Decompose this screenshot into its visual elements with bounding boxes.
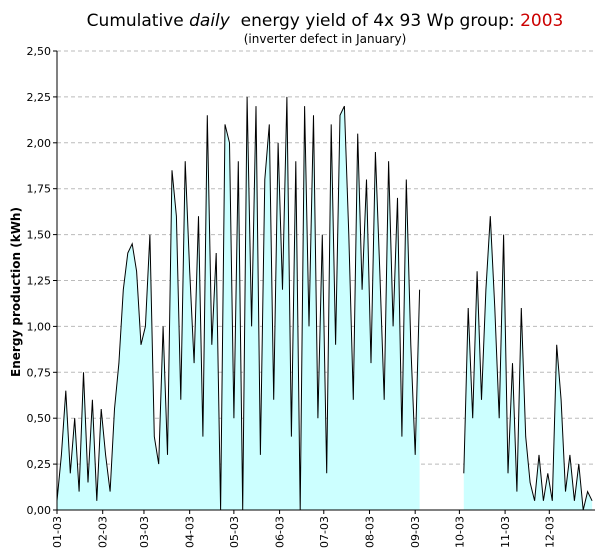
x-tick-label: 11-03	[499, 516, 512, 548]
x-tick-label: 07-03	[318, 516, 331, 548]
area	[463, 216, 593, 510]
y-tick-label: 2,25	[27, 91, 52, 104]
x-tick-label: 03-03	[138, 516, 151, 548]
title-part: 2003	[520, 11, 563, 31]
x-tick-label: 06-03	[274, 516, 287, 548]
chart-title: Cumulative daily energy yield of 4x 93 W…	[87, 11, 564, 31]
title-part: daily	[189, 11, 231, 31]
line	[56, 96, 421, 511]
y-tick-label: 0,50	[27, 412, 52, 425]
area	[57, 96, 420, 511]
chart-subtitle: (inverter defect in January)	[244, 32, 407, 46]
y-tick-label: 1,25	[27, 275, 52, 288]
x-tick-label: 01-03	[51, 516, 64, 548]
x-tick-label: 10-03	[453, 516, 466, 548]
x-tick-label: 04-03	[184, 516, 197, 548]
y-tick-label: 0,00	[27, 504, 52, 517]
y-tick-label: 2,00	[27, 137, 52, 150]
x-tick-label: 05-03	[228, 516, 241, 548]
x-tick-label: 09-03	[409, 516, 422, 548]
y-tick-label: 1,75	[27, 183, 52, 196]
y-tick-label: 2,50	[27, 45, 52, 58]
y-tick-label: 0,75	[27, 366, 52, 379]
y-axis-label: Energy production (kWh)	[9, 207, 23, 377]
y-tick-label: 1,50	[27, 229, 52, 242]
line	[463, 216, 593, 511]
x-tick-label: 02-03	[97, 516, 110, 548]
x-tick-label: 12-03	[543, 516, 556, 548]
y-tick-label: 0,25	[27, 458, 52, 471]
title-part: energy yield of 4x 93 Wp group:	[230, 11, 520, 31]
title-part: Cumulative	[87, 11, 189, 31]
y-tick-label: 1,00	[27, 320, 52, 333]
x-tick-label: 08-03	[363, 516, 376, 548]
